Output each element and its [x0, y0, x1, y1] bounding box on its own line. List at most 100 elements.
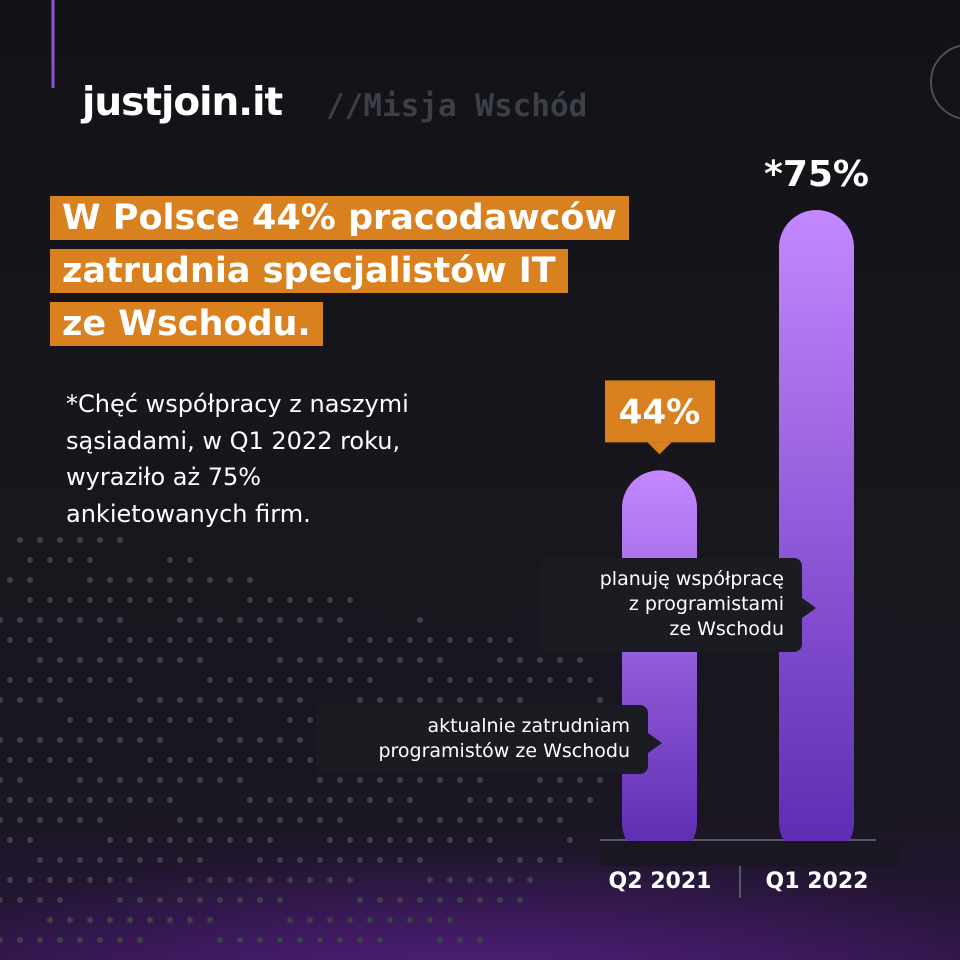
map-dot — [237, 897, 243, 903]
map-dot — [107, 637, 113, 643]
map-dot — [337, 937, 343, 943]
map-dot — [237, 777, 243, 783]
map-dot — [57, 617, 63, 623]
map-dot — [77, 857, 83, 863]
map-dot — [327, 877, 333, 883]
map-dot — [117, 857, 123, 863]
map-dot — [157, 737, 163, 743]
map-dot — [257, 897, 263, 903]
map-dot — [557, 777, 563, 783]
map-dot — [287, 597, 293, 603]
map-dot — [57, 857, 63, 863]
map-dot — [367, 837, 373, 843]
map-dot — [417, 857, 423, 863]
map-dot — [507, 877, 513, 883]
map-dot — [427, 837, 433, 843]
map-dot — [407, 797, 413, 803]
map-dot — [197, 857, 203, 863]
map-dot — [47, 877, 53, 883]
map-dot — [107, 797, 113, 803]
map-dot — [207, 837, 213, 843]
map-dot — [377, 857, 383, 863]
map-dot — [207, 577, 213, 583]
map-dot — [97, 737, 103, 743]
map-dot — [207, 637, 213, 643]
map-dot — [127, 837, 133, 843]
callout-line: programistów ze Wschodu — [378, 740, 630, 762]
map-dot — [207, 917, 213, 923]
map-dot — [167, 637, 173, 643]
map-dot — [367, 677, 373, 683]
map-dot — [297, 737, 303, 743]
map-dot — [357, 857, 363, 863]
data-label-box — [605, 380, 715, 443]
map-dot — [37, 857, 43, 863]
map-dot — [147, 577, 153, 583]
map-dot — [117, 937, 123, 943]
map-dot — [67, 757, 73, 763]
map-dot — [27, 837, 33, 843]
map-dot — [397, 697, 403, 703]
map-dot — [177, 617, 183, 623]
map-dot — [37, 617, 43, 623]
map-dot — [257, 857, 263, 863]
map-dot — [277, 937, 283, 943]
map-dot — [17, 537, 23, 543]
map-dot — [187, 917, 193, 923]
map-dot — [357, 697, 363, 703]
map-dot — [217, 737, 223, 743]
map-dot — [197, 777, 203, 783]
map-dot — [487, 637, 493, 643]
map-dot — [67, 797, 73, 803]
map-dot — [537, 857, 543, 863]
map-dot — [57, 817, 63, 823]
map-dot — [467, 837, 473, 843]
map-dot — [347, 797, 353, 803]
map-dot — [227, 637, 233, 643]
data-label: 44% — [619, 392, 700, 432]
map-dot — [57, 897, 63, 903]
map-dot — [167, 837, 173, 843]
map-dot — [57, 657, 63, 663]
map-dot — [107, 597, 113, 603]
map-dot — [187, 557, 193, 563]
map-dot — [117, 737, 123, 743]
map-dot — [77, 657, 83, 663]
map-dot — [167, 797, 173, 803]
map-dot — [187, 597, 193, 603]
map-dot — [307, 717, 313, 723]
map-dot — [417, 897, 423, 903]
map-dot — [97, 857, 103, 863]
map-dot — [177, 817, 183, 823]
map-dot — [187, 837, 193, 843]
map-dot — [37, 737, 43, 743]
map-dot — [277, 657, 283, 663]
map-dot — [417, 657, 423, 663]
map-dot — [367, 637, 373, 643]
map-dot — [27, 597, 33, 603]
map-dot — [207, 757, 213, 763]
map-dot — [107, 917, 113, 923]
map-dot — [227, 757, 233, 763]
map-dot — [377, 777, 383, 783]
map-dot — [577, 657, 583, 663]
map-dot — [377, 937, 383, 943]
map-dot — [357, 777, 363, 783]
map-dot — [247, 797, 253, 803]
map-dot — [217, 817, 223, 823]
map-dot — [17, 937, 23, 943]
map-dot — [107, 837, 113, 843]
map-dot — [477, 817, 483, 823]
callout-line: ze Wschodu — [669, 618, 784, 640]
footnote-line: ankietowanych firm. — [66, 499, 311, 528]
callout-line: z programistami — [628, 593, 784, 615]
map-dot — [137, 937, 143, 943]
map-dot — [67, 557, 73, 563]
map-dot — [57, 537, 63, 543]
map-dot — [397, 897, 403, 903]
callout-line: aktualnie zatrudniam — [427, 715, 630, 737]
map-dot — [467, 677, 473, 683]
map-dot — [187, 637, 193, 643]
map-dot — [407, 917, 413, 923]
footnote-text: *Chęć współpracy z naszymi sąsiadami, w … — [66, 386, 409, 532]
